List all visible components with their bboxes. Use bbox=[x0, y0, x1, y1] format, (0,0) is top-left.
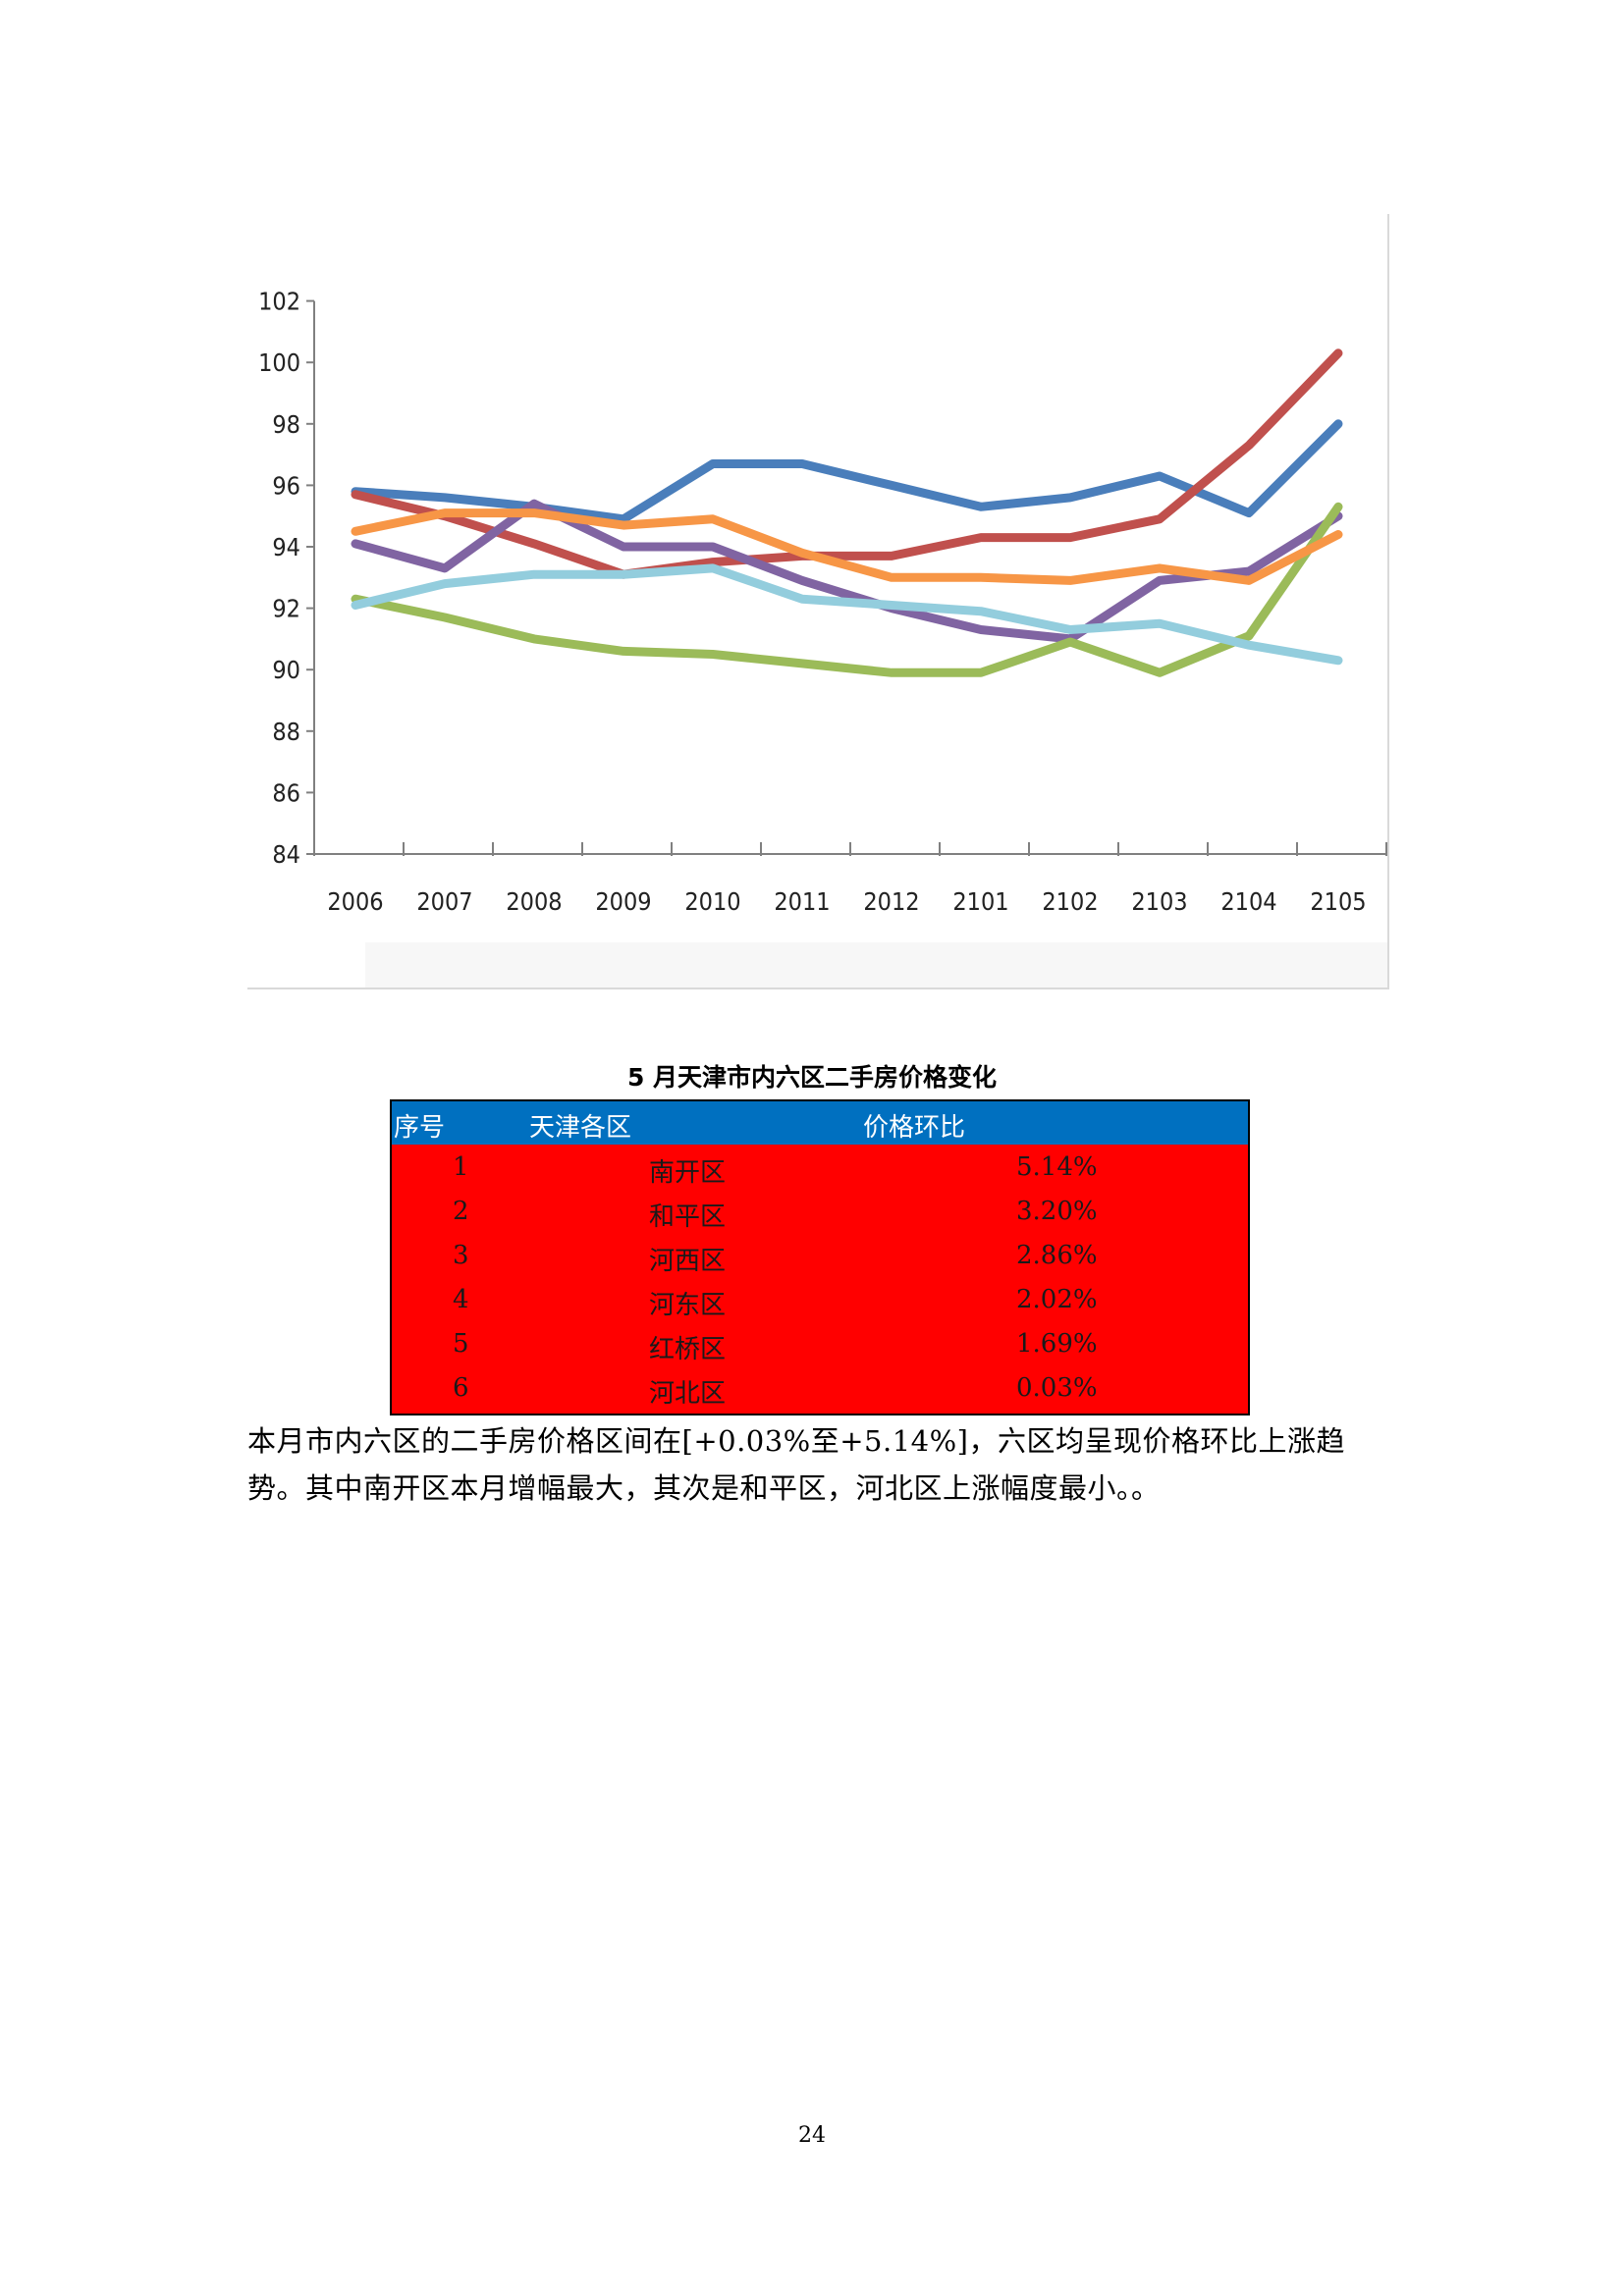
y-tick-label: 92 bbox=[272, 595, 300, 623]
y-tick-label: 102 bbox=[258, 288, 300, 316]
y-tick-label: 96 bbox=[272, 471, 300, 500]
y-tick-label: 94 bbox=[272, 533, 300, 561]
table-row: 6 河北区 0.03% bbox=[392, 1365, 1248, 1410]
header-no: 序号 bbox=[394, 1113, 446, 1143]
x-tick-label: 2006 bbox=[327, 887, 383, 916]
x-tick-label: 2103 bbox=[1131, 887, 1187, 916]
table-row: 1 南开区 5.14% bbox=[392, 1145, 1248, 1189]
x-tick-label: 2102 bbox=[1042, 887, 1098, 916]
y-tick-label: 88 bbox=[272, 718, 300, 746]
series-line-2 bbox=[351, 348, 1343, 579]
y-tick-label: 100 bbox=[258, 348, 300, 377]
header-ratio: 价格环比 bbox=[863, 1113, 966, 1143]
series-line-4 bbox=[351, 502, 1343, 677]
y-tick-label: 90 bbox=[272, 656, 300, 684]
x-tick-label: 2011 bbox=[774, 887, 830, 916]
cell-ratio: 3.20% bbox=[1016, 1197, 1098, 1226]
x-tick-label: 2105 bbox=[1310, 887, 1366, 916]
cell-no: 3 bbox=[453, 1241, 469, 1270]
x-tick-label: 2010 bbox=[684, 887, 740, 916]
cell-ratio: 2.02% bbox=[1016, 1285, 1098, 1314]
y-tick-label: 84 bbox=[272, 840, 300, 869]
cell-ratio: 0.03% bbox=[1016, 1373, 1098, 1403]
cell-no: 5 bbox=[453, 1329, 469, 1359]
y-tick-label: 98 bbox=[272, 410, 300, 439]
table-header: 序号 天津各区 价格环比 bbox=[392, 1101, 1248, 1145]
page-number: 24 bbox=[798, 2123, 826, 2148]
line-chart: 102 100 98 96 94 92 90 88 86 84 2006 2007 2008 2009 20… bbox=[258, 288, 1387, 916]
x-tick-label: 2008 bbox=[506, 887, 562, 916]
header-district: 天津各区 bbox=[529, 1113, 632, 1143]
cell-no: 1 bbox=[453, 1152, 469, 1182]
x-tick-label: 2101 bbox=[952, 887, 1008, 916]
y-tick-label: 86 bbox=[272, 778, 300, 807]
price-change-table: 序号 天津各区 价格环比 1 南开区 5.14% 2 和平区 3.20% 3 河… bbox=[390, 1099, 1250, 1415]
cell-ratio: 5.14% bbox=[1016, 1152, 1098, 1182]
body-paragraph: 本月市内六区的二手房价格区间在[+0.03%至+5.14%]，六区均呈现价格环比… bbox=[247, 1424, 1345, 1505]
cell-no: 6 bbox=[453, 1373, 469, 1403]
table-row: 3 河西区 2.86% bbox=[392, 1233, 1248, 1277]
x-tick-label: 2007 bbox=[416, 887, 472, 916]
chart-frame bbox=[247, 214, 1389, 989]
cell-district: 红桥区 bbox=[649, 1335, 727, 1364]
cell-district: 和平区 bbox=[649, 1202, 727, 1232]
x-tick-label: 2009 bbox=[595, 887, 651, 916]
table-row: 4 河东区 2.02% bbox=[392, 1277, 1248, 1321]
cell-district: 河东区 bbox=[649, 1291, 727, 1320]
x-tick-label: 2104 bbox=[1220, 887, 1276, 916]
series-line-1 bbox=[351, 419, 1343, 524]
cell-no: 2 bbox=[453, 1197, 469, 1226]
cell-no: 4 bbox=[453, 1285, 469, 1314]
chart-footer-band bbox=[365, 942, 1387, 988]
table-row: 5 红桥区 1.69% bbox=[392, 1321, 1248, 1365]
x-tick-label: 2012 bbox=[863, 887, 919, 916]
cell-district: 河北区 bbox=[649, 1379, 727, 1409]
cell-district: 河西区 bbox=[649, 1247, 727, 1276]
cell-ratio: 1.69% bbox=[1016, 1329, 1098, 1359]
table-row: 2 和平区 3.20% bbox=[392, 1189, 1248, 1233]
cell-ratio: 2.86% bbox=[1016, 1241, 1098, 1270]
series-line-5 bbox=[351, 508, 1343, 585]
cell-district: 南开区 bbox=[649, 1158, 727, 1188]
table-title: 5 月天津市内六区二手房价格变化 bbox=[626, 1063, 998, 1092]
series-line-6 bbox=[351, 563, 1343, 666]
